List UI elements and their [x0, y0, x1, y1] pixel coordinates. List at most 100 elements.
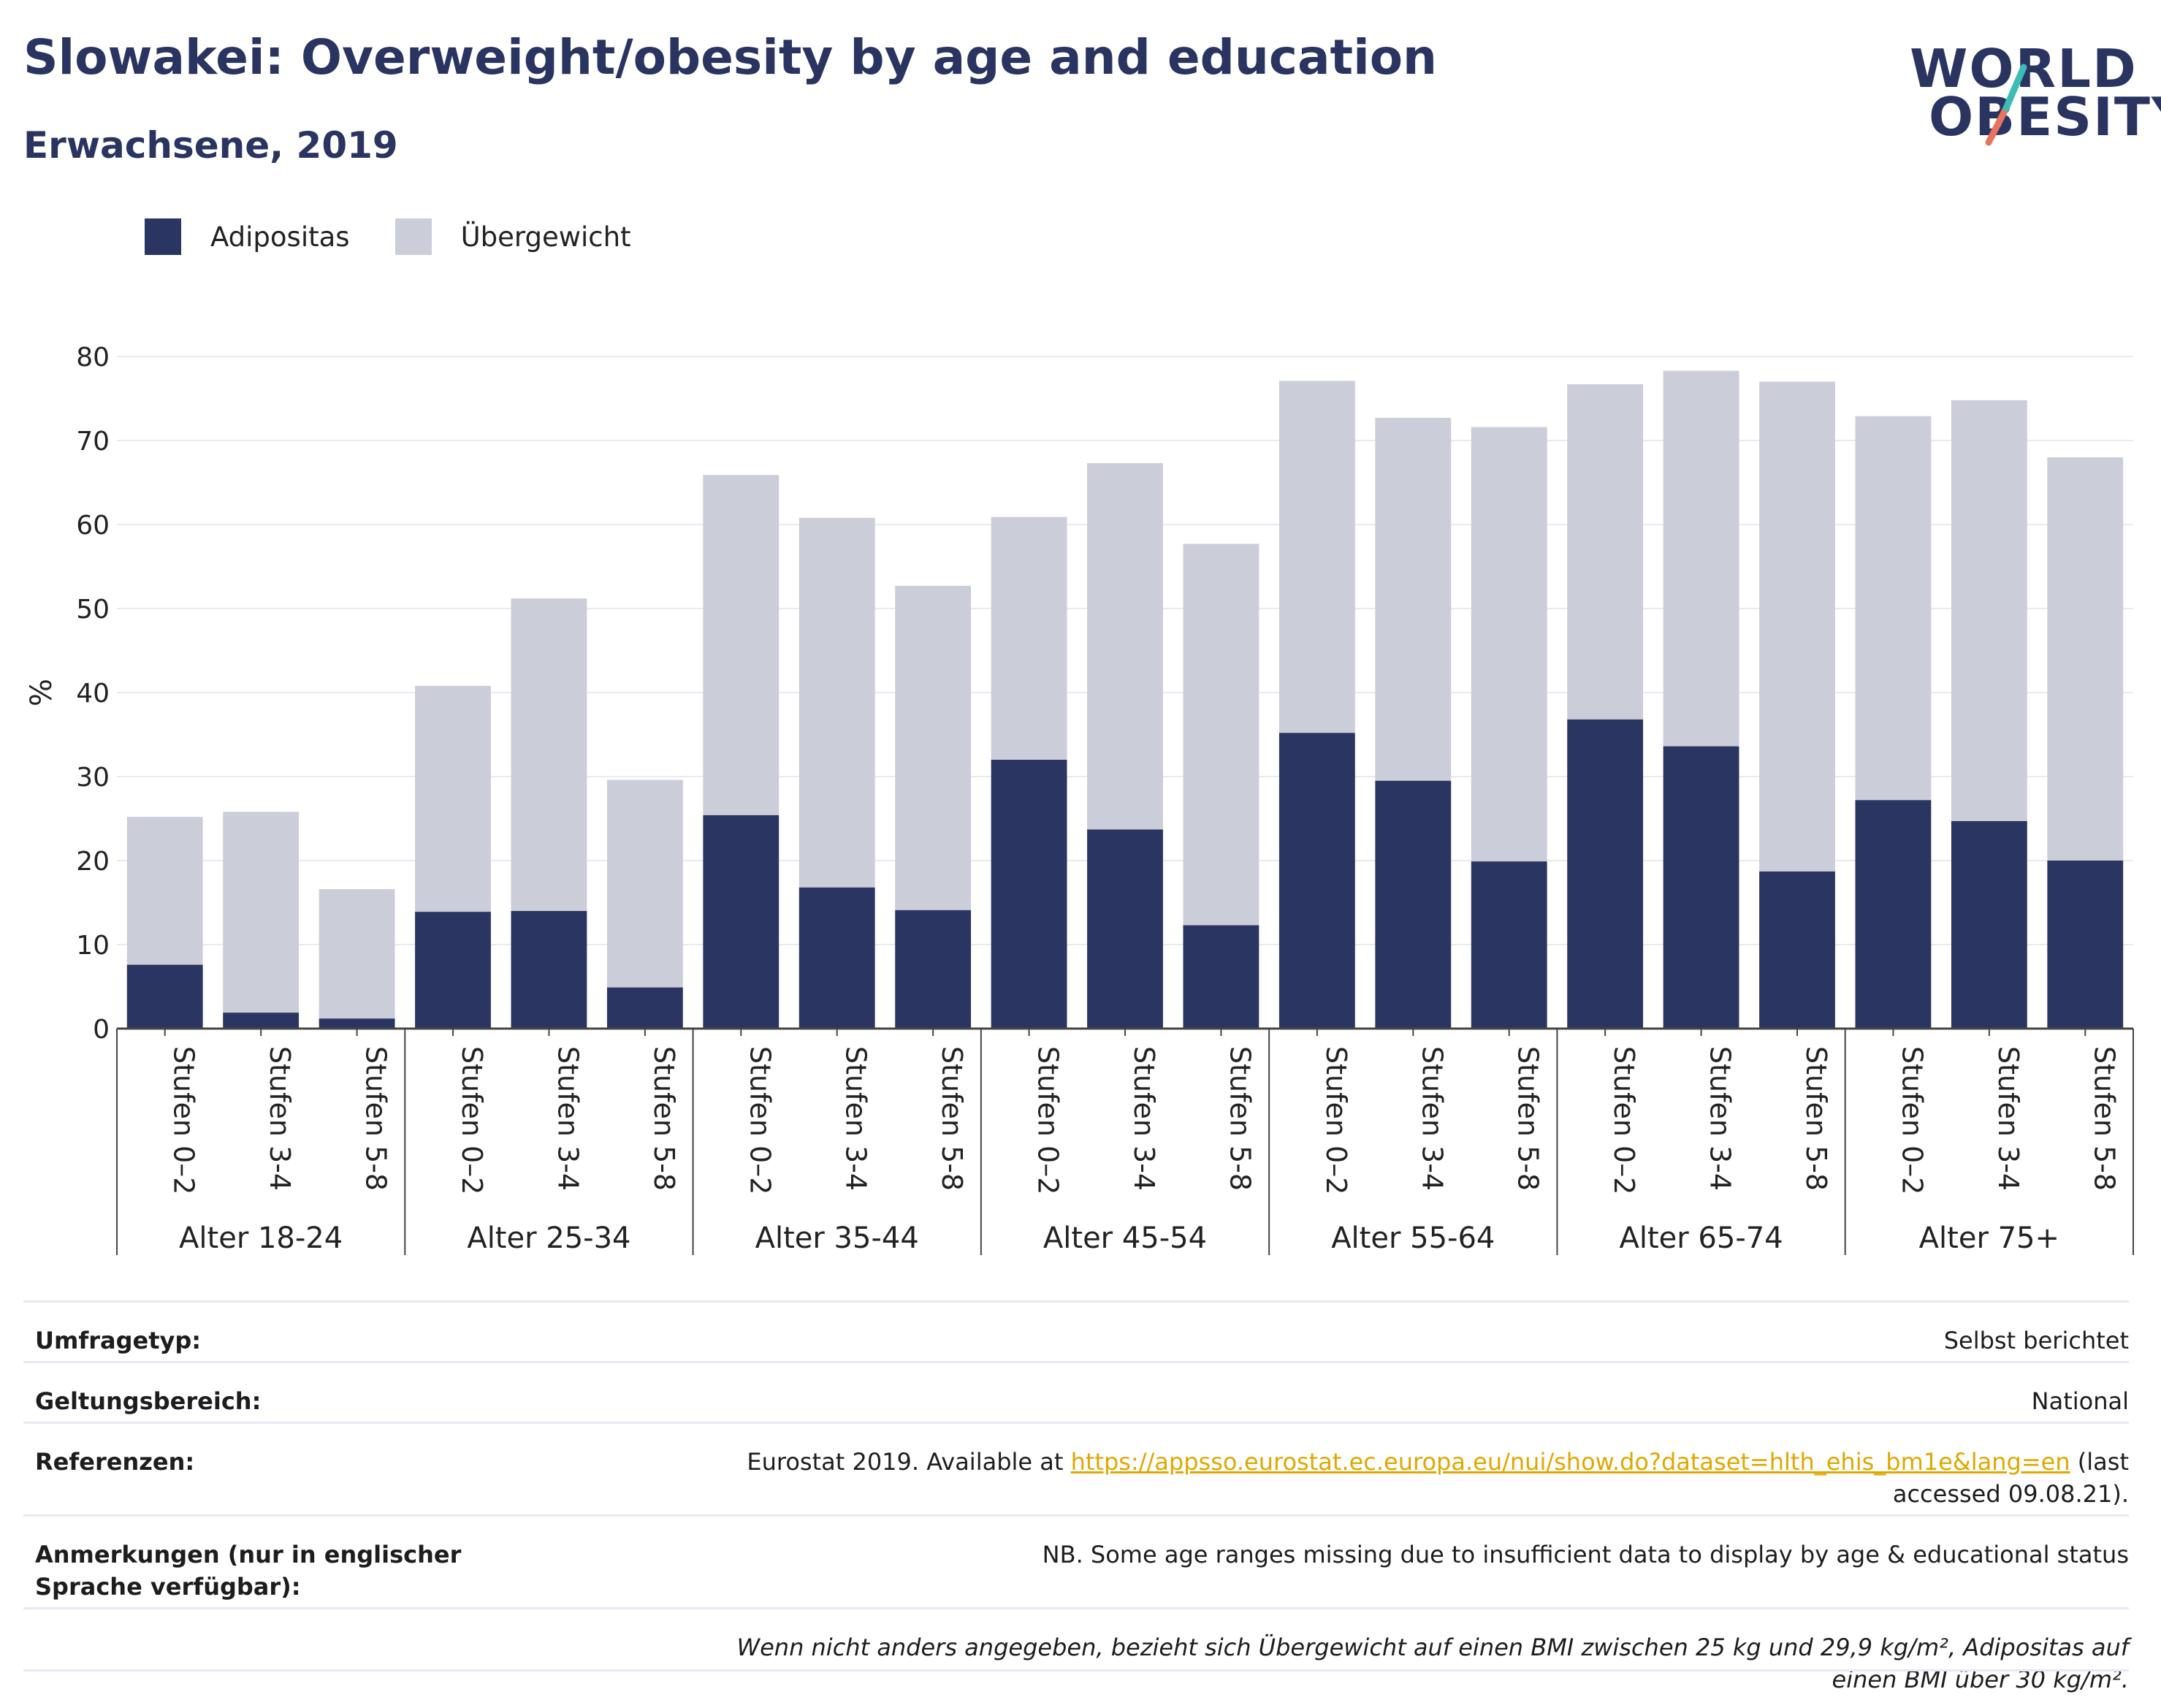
- y-tick-label: 80: [76, 343, 110, 373]
- x-subcategory-label: Stufen 3-4: [1992, 1046, 2024, 1191]
- y-tick-label: 0: [93, 1015, 110, 1045]
- bar-overweight: [703, 475, 780, 815]
- x-subcategory-label: Stufen 5-8: [648, 1046, 680, 1191]
- bar-obesity: [511, 911, 587, 1029]
- bar-overweight: [223, 812, 300, 1013]
- bar-overweight: [126, 817, 203, 965]
- chart-subtitle: Erwachsene, 2019: [23, 124, 398, 167]
- y-tick-label: 10: [76, 931, 110, 961]
- bar-overweight: [1471, 427, 1547, 862]
- world-obesity-logo: WORLD OBESITY: [1899, 22, 2161, 153]
- references-text-post: (last accessed 09.08.21).: [1892, 1448, 2129, 1508]
- bar-obesity: [415, 912, 491, 1029]
- bar-obesity: [1087, 829, 1163, 1029]
- bar-obesity: [319, 1018, 395, 1029]
- bar-overweight: [895, 585, 972, 910]
- legend-item-obesity[interactable]: Adipositas: [145, 218, 350, 255]
- bar-overweight: [1087, 463, 1163, 830]
- references-value: Eurostat 2019. Available at https://apps…: [668, 1446, 2129, 1510]
- x-group-label: Alter 55-64: [1331, 1221, 1495, 1255]
- x-subcategory-label: Stufen 0–2: [1032, 1046, 1064, 1194]
- x-subcategory-label: Stufen 3-4: [1128, 1046, 1160, 1191]
- bar-overweight: [606, 779, 683, 988]
- x-subcategory-label: Stufen 0–2: [1896, 1046, 1928, 1194]
- stacked-bar-chart: 0 10 20 30 40 50 60 70 80% Stufen 0–2 Stufen 3-4 St…: [25, 343, 2134, 1255]
- row-notes: Anmerkungen (nur in englischer Sprache v…: [23, 1514, 2129, 1607]
- x-subcategory-label: Stufen 0–2: [744, 1046, 776, 1194]
- bar-obesity: [223, 1013, 300, 1029]
- bar-obesity: [1278, 733, 1355, 1029]
- x-subcategory-label: Stufen 0–2: [168, 1046, 200, 1194]
- x-subcategory-label: Stufen 3-4: [264, 1046, 296, 1191]
- bar-overweight: [1183, 544, 1259, 926]
- bar-obesity: [1471, 861, 1547, 1029]
- chart-title: Slowakei: Overweight/obesity by age and …: [23, 29, 1438, 85]
- x-subcategory-label: Stufen 5-8: [1224, 1046, 1256, 1191]
- x-subcategory-label: Stufen 0–2: [456, 1046, 488, 1194]
- logo-slash-icon: [1985, 64, 2027, 146]
- references-text-pre: Eurostat 2019. Available at: [747, 1448, 1071, 1476]
- legend-label-overweight: Übergewicht: [460, 221, 631, 253]
- legend-swatch-overweight: [395, 218, 432, 255]
- metadata-table: Umfragetyp: Selbst berichtet Geltungsber…: [23, 1300, 2129, 1693]
- y-tick-label: 30: [76, 763, 110, 793]
- bar-overweight: [319, 889, 395, 1019]
- notes-value: NB. Some age ranges missing due to insuf…: [1042, 1541, 2129, 1568]
- y-tick-label: 50: [76, 595, 110, 625]
- x-subcategory-label: Stufen 0–2: [1320, 1046, 1352, 1194]
- bar-obesity: [895, 910, 972, 1029]
- x-group-label: Alter 65-74: [1619, 1221, 1783, 1255]
- x-subcategory-label: Stufen 3-4: [1704, 1046, 1737, 1191]
- bar-obesity: [799, 887, 875, 1029]
- bar-overweight: [415, 685, 491, 912]
- y-tick-label: 20: [76, 847, 110, 877]
- x-subcategory-label: Stufen 3-4: [840, 1046, 872, 1191]
- x-group-label: Alter 75+: [1919, 1221, 2059, 1255]
- row-survey-type: Umfragetyp: Selbst berichtet: [23, 1300, 2129, 1361]
- bar-obesity: [1183, 925, 1259, 1029]
- legend-label-obesity: Adipositas: [210, 221, 350, 253]
- survey-type-key: Umfragetyp:: [35, 1327, 202, 1354]
- legend-item-overweight[interactable]: Übergewicht: [395, 218, 631, 255]
- x-subcategory-label: Stufen 3-4: [1416, 1046, 1448, 1191]
- row-references: Referenzen: Eurostat 2019. Available at …: [23, 1422, 2129, 1514]
- coverage-key: Geltungsbereich:: [35, 1387, 262, 1415]
- y-tick-label: 40: [76, 679, 110, 709]
- bar-obesity: [606, 987, 683, 1029]
- bar-overweight: [1855, 416, 1932, 801]
- bar-overweight: [991, 516, 1067, 760]
- bar-overweight: [2047, 457, 2124, 861]
- bar-obesity: [1567, 719, 1644, 1029]
- x-subcategory-label: Stufen 3-4: [552, 1046, 584, 1191]
- bar-overweight: [1375, 417, 1452, 781]
- x-group-label: Alter 45-54: [1043, 1221, 1207, 1255]
- bar-overweight: [1759, 381, 1835, 872]
- bar-overweight: [1567, 384, 1644, 720]
- row-bmi-note: Wenn nicht anders angegeben, bezieht sic…: [23, 1607, 2129, 1693]
- bar-overweight: [799, 517, 875, 888]
- y-tick-label: 60: [76, 511, 110, 541]
- references-key: Referenzen:: [35, 1448, 195, 1476]
- survey-type-value: Selbst berichtet: [1943, 1327, 2129, 1354]
- references-link[interactable]: https://appsso.eurostat.ec.europa.eu/nui…: [1070, 1448, 2070, 1476]
- bar-overweight: [1951, 400, 2027, 821]
- bar-obesity: [991, 760, 1067, 1029]
- row-coverage: Geltungsbereich: National: [23, 1361, 2129, 1422]
- table-bottom-rule: [23, 1669, 2129, 1671]
- x-group-label: Alter 35-44: [755, 1221, 919, 1255]
- chart-legend: Adipositas Übergewicht: [145, 216, 676, 257]
- bar-obesity: [1375, 780, 1452, 1029]
- bar-overweight: [511, 598, 587, 911]
- bar-obesity: [1663, 746, 1739, 1029]
- x-group-label: Alter 25-34: [467, 1221, 630, 1255]
- y-axis-label: %: [25, 679, 58, 706]
- y-tick-label: 70: [76, 427, 110, 457]
- bar-overweight: [1278, 381, 1355, 733]
- x-group-label: Alter 18-24: [179, 1221, 343, 1255]
- x-subcategory-label: Stufen 5-8: [1512, 1046, 1544, 1191]
- bar-obesity: [2047, 861, 2124, 1029]
- bar-obesity: [703, 815, 780, 1029]
- x-subcategory-label: Stufen 5-8: [360, 1046, 392, 1191]
- bar-obesity: [126, 964, 203, 1029]
- bar-obesity: [1855, 800, 1932, 1029]
